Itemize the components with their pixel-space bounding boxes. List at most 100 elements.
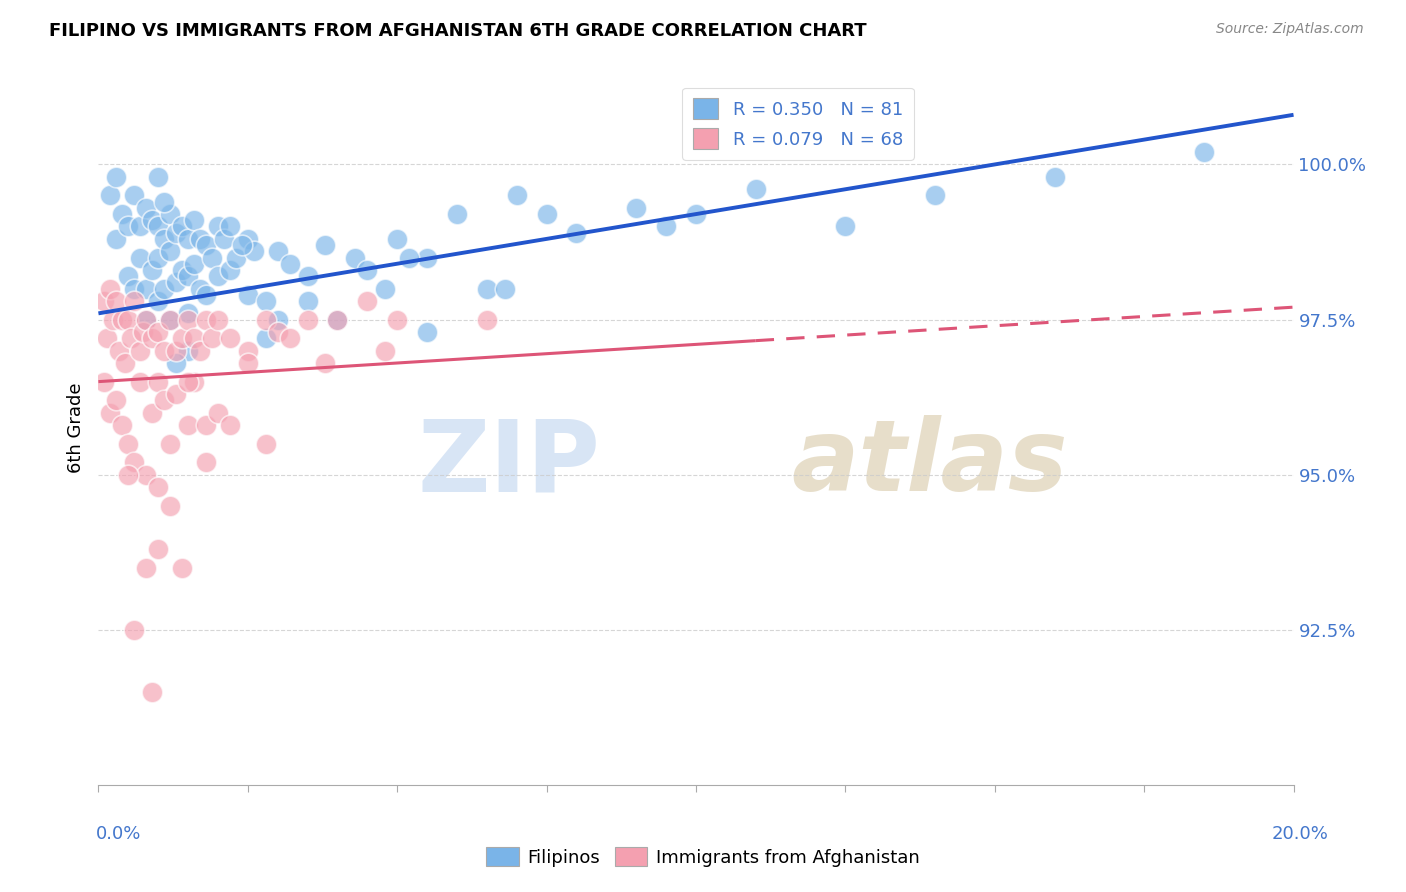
Point <box>236 343 259 358</box>
Point <box>374 343 396 358</box>
Point <box>148 375 170 389</box>
Point <box>165 356 187 370</box>
Point <box>132 325 155 339</box>
Point <box>141 213 163 227</box>
Point <box>212 232 235 246</box>
Point <box>108 343 131 358</box>
Point <box>141 406 163 420</box>
Point <box>207 406 229 420</box>
Point <box>201 251 224 265</box>
Point <box>236 356 259 370</box>
Point <box>834 219 856 234</box>
Point <box>165 226 187 240</box>
Point <box>111 207 134 221</box>
Point <box>124 455 146 469</box>
Point <box>177 306 200 320</box>
Point <box>536 207 558 221</box>
Point <box>117 467 139 482</box>
Point <box>278 257 301 271</box>
Point <box>243 244 266 259</box>
Point <box>254 436 277 450</box>
Point <box>236 232 259 246</box>
Point <box>148 219 170 234</box>
Point <box>98 406 122 420</box>
Point <box>207 312 229 326</box>
Point <box>117 436 139 450</box>
Point <box>114 356 136 370</box>
Point <box>135 467 157 482</box>
Point <box>159 312 181 326</box>
Point <box>254 331 277 345</box>
Point <box>177 375 200 389</box>
Text: 0.0%: 0.0% <box>96 825 141 843</box>
Point <box>153 232 176 246</box>
Point <box>219 331 242 345</box>
Point <box>117 269 139 284</box>
Point <box>183 257 205 271</box>
Point <box>195 418 218 433</box>
Point <box>129 375 152 389</box>
Point <box>326 312 349 326</box>
Point <box>201 331 224 345</box>
Point <box>165 343 187 358</box>
Text: FILIPINO VS IMMIGRANTS FROM AFGHANISTAN 6TH GRADE CORRELATION CHART: FILIPINO VS IMMIGRANTS FROM AFGHANISTAN … <box>49 22 868 40</box>
Point <box>297 293 319 308</box>
Point <box>626 201 648 215</box>
Point <box>159 499 181 513</box>
Point <box>159 436 181 450</box>
Point <box>124 281 146 295</box>
Point <box>326 312 349 326</box>
Point <box>385 312 409 326</box>
Point <box>165 276 187 290</box>
Point <box>93 293 115 308</box>
Point <box>177 343 200 358</box>
Point <box>494 281 516 295</box>
Point <box>141 685 163 699</box>
Point <box>159 207 181 221</box>
Point <box>416 251 439 265</box>
Point <box>117 312 139 326</box>
Point <box>129 219 152 234</box>
Legend: Filipinos, Immigrants from Afghanistan: Filipinos, Immigrants from Afghanistan <box>479 840 927 874</box>
Point <box>195 455 218 469</box>
Point <box>225 251 247 265</box>
Point <box>267 312 290 326</box>
Point <box>172 561 194 575</box>
Point <box>111 312 134 326</box>
Point <box>565 226 588 240</box>
Point <box>188 281 211 295</box>
Point <box>177 269 200 284</box>
Point <box>135 561 157 575</box>
Point <box>254 312 277 326</box>
Point <box>655 219 678 234</box>
Point <box>745 182 768 196</box>
Point <box>195 238 218 252</box>
Point <box>153 343 176 358</box>
Point <box>141 331 163 345</box>
Point <box>219 219 242 234</box>
Text: ZIP: ZIP <box>418 416 600 512</box>
Point <box>374 281 396 295</box>
Point <box>195 287 218 301</box>
Text: atlas: atlas <box>792 416 1069 512</box>
Point <box>148 251 170 265</box>
Point <box>159 244 181 259</box>
Point <box>165 387 187 401</box>
Point <box>129 251 152 265</box>
Point <box>135 281 157 295</box>
Point <box>148 325 170 339</box>
Point <box>153 393 176 408</box>
Point <box>385 232 409 246</box>
Point <box>129 343 152 358</box>
Point <box>356 263 378 277</box>
Point <box>172 219 194 234</box>
Point <box>219 263 242 277</box>
Point <box>183 331 205 345</box>
Point <box>506 188 529 202</box>
Point <box>231 238 253 252</box>
Point <box>446 207 468 221</box>
Point <box>207 219 229 234</box>
Point <box>148 542 170 557</box>
Point <box>98 188 122 202</box>
Text: 20.0%: 20.0% <box>1272 825 1329 843</box>
